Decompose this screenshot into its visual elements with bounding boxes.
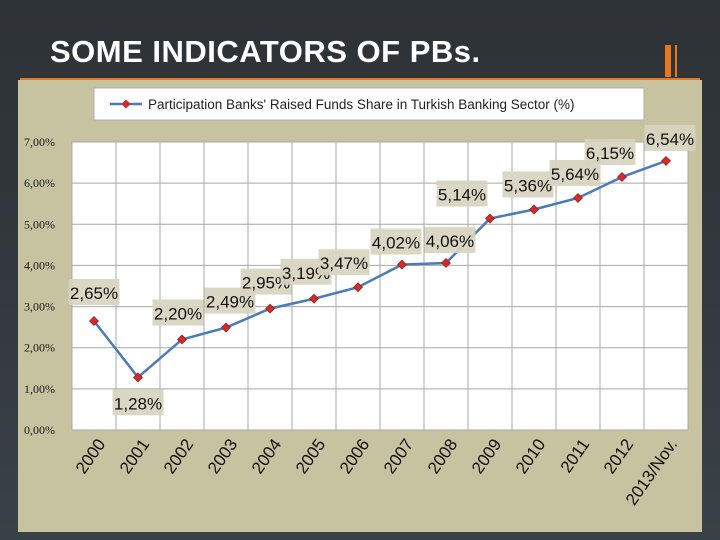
data-point bbox=[177, 334, 187, 345]
chart-panel: 0,00% 1,00% 2,00% 3,00% 4,00% 5,00% 6,00% 7,00%… bbox=[18, 80, 702, 532]
accent-frame bbox=[675, 45, 720, 77]
data-label: 2,65% bbox=[70, 284, 118, 303]
slide-title: SOME INDICATORS OF PBs. bbox=[50, 34, 481, 69]
data-point bbox=[529, 204, 539, 215]
data-point bbox=[309, 293, 319, 304]
data-label-box bbox=[370, 228, 422, 255]
x-tick-label: 2008 bbox=[424, 435, 461, 477]
y-tick-label: 1,00% bbox=[24, 382, 55, 396]
x-tick-label: 2012 bbox=[600, 435, 637, 477]
legend-label: Participation Banks' Raised Funds Share … bbox=[148, 97, 575, 112]
data-label: 3,47% bbox=[320, 254, 368, 273]
x-tick-label: 2002 bbox=[160, 435, 197, 477]
x-tick-label: 2001 bbox=[116, 435, 153, 477]
series-line bbox=[93, 159, 667, 380]
x-tick-label: 2009 bbox=[468, 435, 505, 477]
y-tick-label: 4,00% bbox=[24, 258, 55, 272]
data-label-box bbox=[424, 226, 476, 253]
data-label: 6,15% bbox=[586, 144, 634, 163]
data-point bbox=[617, 172, 627, 182]
data-label-box bbox=[436, 180, 488, 207]
x-tick-label: 2005 bbox=[292, 435, 329, 477]
x-tick-label: 2004 bbox=[248, 435, 285, 477]
data-point bbox=[221, 322, 231, 333]
data-label-box bbox=[584, 138, 636, 165]
y-tick-label: 3,00% bbox=[24, 300, 55, 314]
x-tick-label: 2011 bbox=[557, 435, 594, 476]
data-point bbox=[353, 282, 363, 293]
data-label: 4,06% bbox=[426, 232, 474, 251]
data-label-box bbox=[502, 171, 554, 198]
y-tick-label: 5,00% bbox=[24, 217, 55, 231]
data-label: 4,02% bbox=[372, 234, 420, 253]
line-chart: 0,00% 1,00% 2,00% 3,00% 4,00% 5,00% 6,00% 7,00%… bbox=[24, 87, 696, 509]
data-point bbox=[397, 259, 407, 270]
data-point bbox=[89, 316, 99, 326]
data-point bbox=[573, 193, 583, 203]
legend-marker bbox=[121, 99, 131, 109]
data-label: 6,54% bbox=[646, 130, 694, 149]
data-label-box bbox=[68, 278, 120, 305]
data-point bbox=[661, 156, 671, 166]
y-tick-label: 7,00% bbox=[24, 135, 55, 149]
data-point bbox=[485, 213, 495, 224]
y-tick-label: 6,00% bbox=[24, 176, 55, 190]
data-label: 2,20% bbox=[154, 304, 202, 323]
data-label-box bbox=[152, 299, 204, 326]
data-label: 2,49% bbox=[206, 293, 254, 312]
x-tick-label: 2003 bbox=[204, 435, 241, 477]
legend-box bbox=[93, 87, 645, 121]
y-tick-label: 0,00% bbox=[24, 423, 55, 437]
x-tick-label: 2006 bbox=[336, 435, 373, 477]
x-tick-label: 2000 bbox=[72, 435, 109, 477]
data-label: 2,95% bbox=[242, 274, 290, 293]
data-label-box bbox=[112, 389, 164, 416]
data-label: 3,19% bbox=[282, 264, 330, 283]
x-tick-label: 2010 bbox=[512, 435, 549, 477]
data-point bbox=[441, 258, 451, 268]
y-tick-label: 2,00% bbox=[24, 341, 55, 355]
data-label: 5,36% bbox=[504, 176, 552, 195]
data-label: 1,28% bbox=[114, 394, 162, 413]
data-point bbox=[265, 303, 275, 314]
data-label-box bbox=[318, 249, 370, 276]
data-label-box bbox=[644, 124, 696, 151]
data-point bbox=[133, 372, 143, 383]
data-label: 5,14% bbox=[438, 186, 486, 205]
accent-bar bbox=[665, 45, 671, 77]
accent-line bbox=[20, 78, 700, 80]
x-tick-label: 2007 bbox=[380, 435, 417, 477]
data-label: 5,64% bbox=[551, 165, 599, 184]
